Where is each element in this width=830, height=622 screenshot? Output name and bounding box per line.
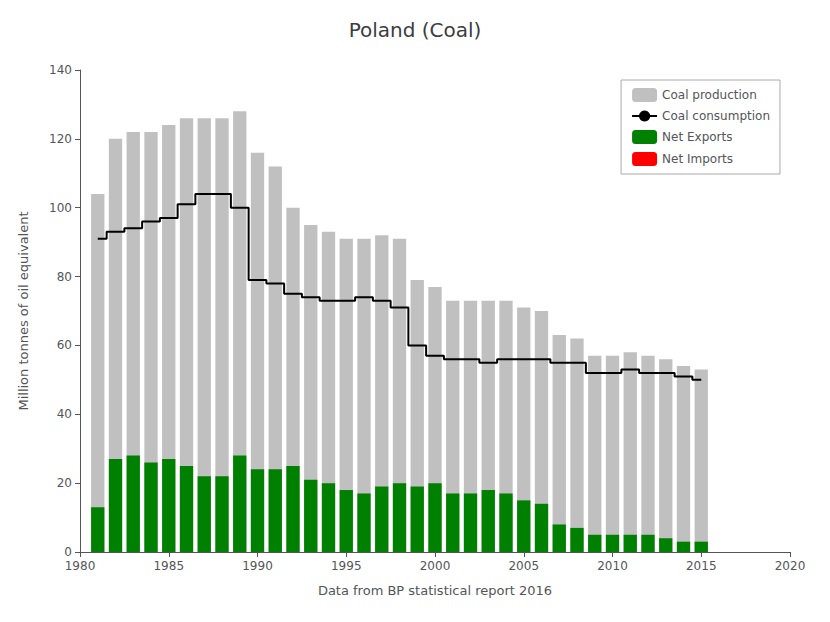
svg-text:2010: 2010 <box>597 559 628 573</box>
svg-text:2015: 2015 <box>686 559 717 573</box>
svg-text:Data from BP statistical repor: Data from BP statistical report 2016 <box>318 583 552 598</box>
svg-text:100: 100 <box>49 201 72 215</box>
svg-text:1995: 1995 <box>331 559 362 573</box>
svg-text:140: 140 <box>49 63 72 77</box>
svg-text:120: 120 <box>49 132 72 146</box>
svg-text:40: 40 <box>57 407 72 421</box>
svg-text:1990: 1990 <box>242 559 273 573</box>
svg-text:80: 80 <box>57 270 72 284</box>
svg-text:2005: 2005 <box>508 559 539 573</box>
svg-text:1980: 1980 <box>65 559 96 573</box>
svg-text:0: 0 <box>64 545 72 559</box>
svg-text:Net Exports: Net Exports <box>662 130 732 144</box>
svg-text:Net Imports: Net Imports <box>662 152 733 166</box>
svg-text:60: 60 <box>57 338 72 352</box>
svg-text:2020: 2020 <box>775 559 806 573</box>
svg-text:Coal production: Coal production <box>662 88 757 102</box>
svg-text:2000: 2000 <box>420 559 451 573</box>
svg-text:1985: 1985 <box>153 559 184 573</box>
svg-text:20: 20 <box>57 476 72 490</box>
svg-text:Poland (Coal): Poland (Coal) <box>349 18 482 42</box>
svg-text:Coal consumption: Coal consumption <box>662 109 770 123</box>
svg-text:Million tonnes of oil equivale: Million tonnes of oil equivalent <box>16 211 31 410</box>
